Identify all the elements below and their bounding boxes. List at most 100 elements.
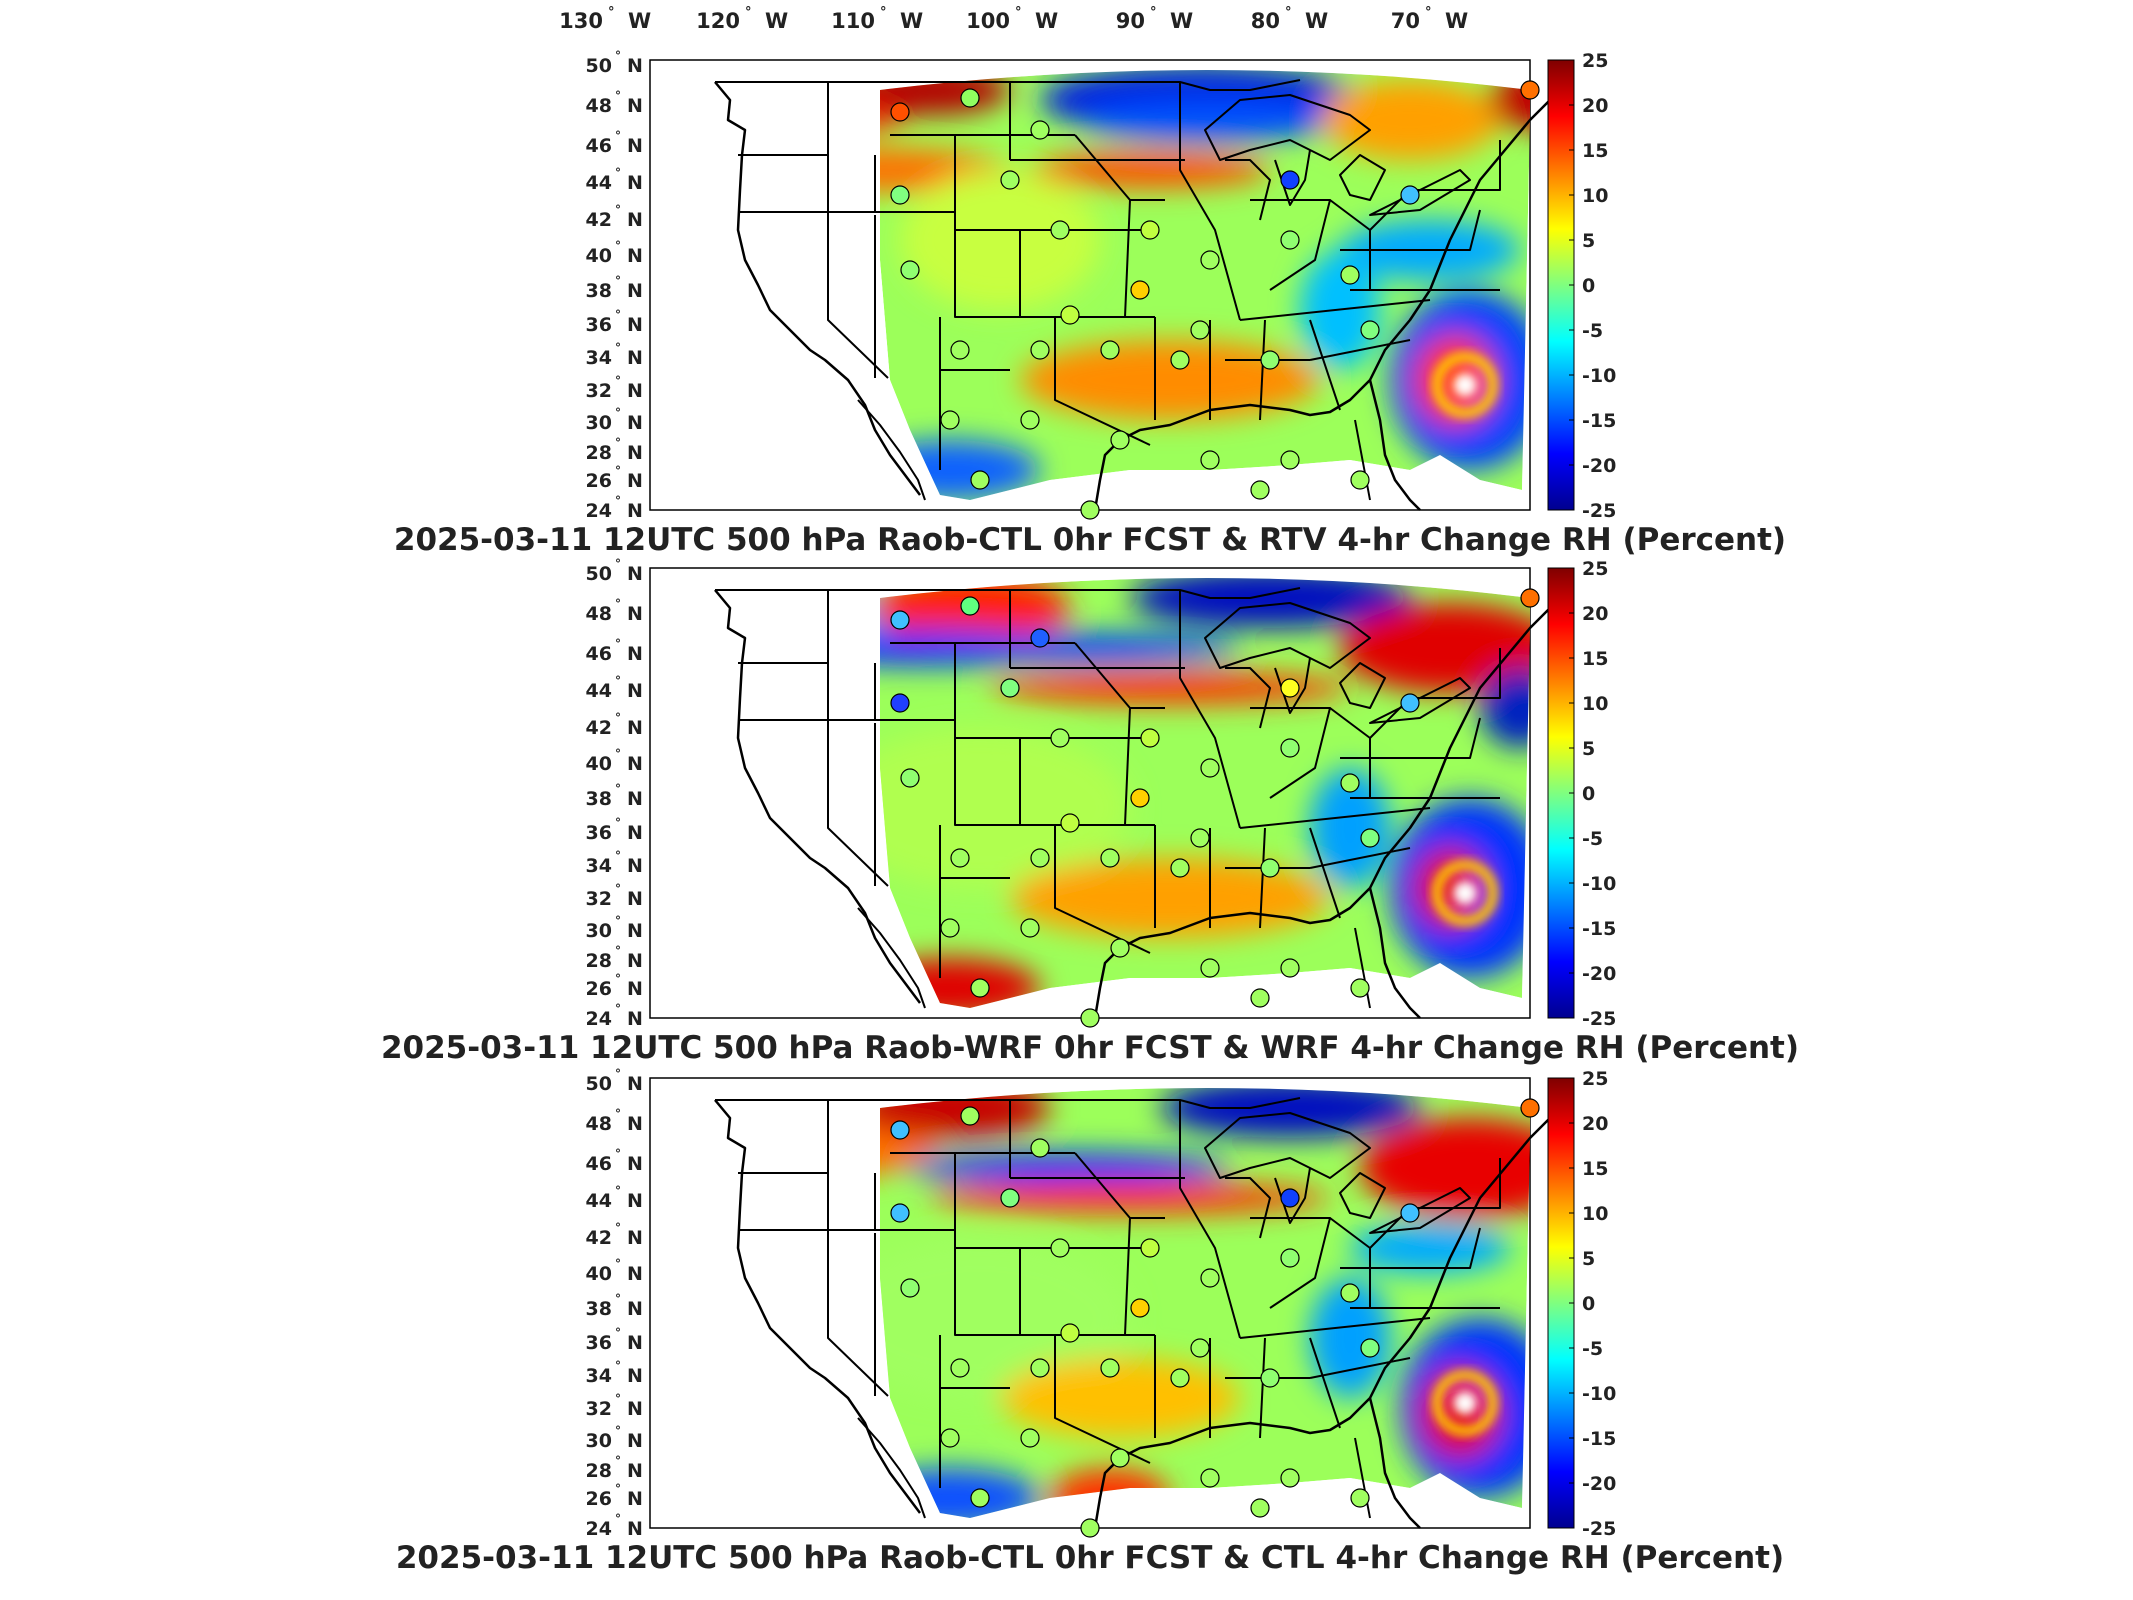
- colorbar-tick-label: -15: [1582, 1428, 1616, 1450]
- svg-text:N: N: [627, 442, 643, 464]
- raob-station-marker: [1080, 500, 1100, 520]
- state-line: [1239, 299, 1431, 321]
- state-line: [1054, 1335, 1151, 1464]
- svg-text:°: °: [615, 308, 621, 322]
- svg-text:°: °: [615, 1257, 621, 1271]
- svg-text:110: 110: [831, 9, 875, 33]
- latitude-label: 42 ° N: [586, 1221, 643, 1249]
- florida-coastline: [1368, 379, 1421, 511]
- raob-stations: [890, 1098, 1540, 1538]
- raob-station-marker: [1170, 1368, 1190, 1388]
- svg-text:80: 80: [1251, 9, 1280, 33]
- svg-text:26: 26: [586, 978, 612, 1000]
- svg-text:°: °: [615, 1002, 621, 1016]
- raob-station-marker: [1050, 1238, 1070, 1258]
- svg-text:24: 24: [586, 1008, 612, 1030]
- raob-station-marker: [890, 102, 910, 122]
- raob-station-marker: [950, 848, 970, 868]
- east-gulf-coastline: [1093, 607, 1551, 1019]
- map-content: [714, 1088, 1551, 1538]
- svg-text:40: 40: [586, 753, 612, 775]
- svg-text:N: N: [627, 1398, 643, 1420]
- svg-text:°: °: [615, 1454, 621, 1468]
- raob-station-marker: [1190, 1338, 1210, 1358]
- latitude-label: 36 ° N: [586, 1326, 643, 1354]
- rh-anomaly-region: [880, 148, 1010, 192]
- map-panel: 50 ° N48 ° N46 ° N44 ° N42 ° N40 ° N38 ° N36 ° N34 ° N32 ° N…: [381, 557, 1799, 1066]
- latitude-label: 50 ° N: [586, 1067, 643, 1095]
- florida-coastline: [1368, 887, 1421, 1019]
- svg-text:32: 32: [586, 888, 612, 910]
- svg-text:W: W: [765, 9, 788, 33]
- svg-text:N: N: [627, 1332, 643, 1354]
- svg-text:N: N: [627, 500, 643, 522]
- colorbar-tick-label: 15: [1582, 1158, 1608, 1180]
- latitude-label: 48 ° N: [586, 597, 643, 625]
- svg-text:°: °: [1425, 5, 1432, 20]
- svg-text:°: °: [615, 406, 621, 420]
- colorbar-tick-label: 20: [1582, 603, 1608, 625]
- svg-text:50: 50: [586, 1073, 612, 1095]
- raob-station-marker: [1080, 1518, 1100, 1538]
- svg-text:38: 38: [586, 1298, 612, 1320]
- colorbar-tick-label: 5: [1582, 1248, 1595, 1270]
- svg-text:N: N: [627, 1008, 643, 1030]
- colorbar-tick-label: 0: [1582, 1293, 1595, 1315]
- state-line: [1309, 319, 1341, 411]
- latitude-label: 50 ° N: [586, 557, 643, 585]
- raob-station-marker: [1520, 80, 1540, 100]
- florida-coastline: [1368, 1397, 1421, 1529]
- svg-text:40: 40: [586, 1263, 612, 1285]
- svg-text:°: °: [615, 1326, 621, 1340]
- svg-text:50: 50: [586, 563, 612, 585]
- raob-station-marker: [900, 1278, 920, 1298]
- state-line: [1250, 707, 1331, 799]
- raob-station-marker: [1170, 350, 1190, 370]
- latitude-label: 34 ° N: [586, 1359, 643, 1387]
- latitude-label: 30 ° N: [586, 1424, 643, 1452]
- svg-text:°: °: [1015, 5, 1022, 20]
- raob-station-marker: [960, 88, 980, 108]
- raob-station-marker: [1520, 1098, 1540, 1118]
- svg-text:°: °: [615, 1292, 621, 1306]
- raob-station-marker: [1350, 470, 1370, 490]
- svg-text:N: N: [627, 1488, 643, 1510]
- svg-text:°: °: [615, 747, 621, 761]
- raob-station-marker: [970, 978, 990, 998]
- map-panel: 50 ° N48 ° N46 ° N44 ° N42 ° N40 ° N38 ° N36 ° N34 ° N32 ° N…: [394, 49, 1786, 558]
- baja-coastline: [857, 1417, 926, 1519]
- svg-text:W: W: [1305, 9, 1328, 33]
- svg-text:24: 24: [586, 500, 612, 522]
- raob-station-marker: [890, 1203, 910, 1223]
- svg-text:°: °: [615, 674, 621, 688]
- rh-anomaly-region: [910, 1152, 1230, 1184]
- raob-station-marker: [1060, 1323, 1080, 1343]
- svg-text:°: °: [615, 374, 621, 388]
- colorbar-tick-label: 25: [1582, 50, 1608, 72]
- colorbar-tick-label: 15: [1582, 648, 1608, 670]
- svg-text:N: N: [627, 1430, 643, 1452]
- raob-station-marker: [1130, 1298, 1150, 1318]
- svg-text:36: 36: [586, 822, 612, 844]
- svg-text:°: °: [615, 436, 621, 450]
- svg-text:30: 30: [586, 1430, 612, 1452]
- raob-station-marker: [1260, 350, 1280, 370]
- svg-text:N: N: [627, 172, 643, 194]
- svg-text:50: 50: [586, 55, 612, 77]
- svg-text:44: 44: [586, 1190, 612, 1212]
- svg-text:38: 38: [586, 788, 612, 810]
- raob-station-marker: [960, 596, 980, 616]
- latitude-labels: 50 ° N48 ° N46 ° N44 ° N42 ° N40 ° N38 ° N36 ° N34 ° N32 ° N…: [586, 557, 643, 1030]
- colorbar: 25 20 15 10 5 0 -5 -10 -15 -20 -25: [1547, 50, 1616, 522]
- svg-text:°: °: [615, 274, 621, 288]
- svg-text:44: 44: [586, 172, 612, 194]
- raob-station-marker: [1280, 1248, 1300, 1268]
- raob-station-marker: [950, 340, 970, 360]
- state-line: [1309, 847, 1411, 869]
- longitude-label: 80 ° W: [1251, 5, 1328, 33]
- svg-text:°: °: [615, 849, 621, 863]
- state-line: [1239, 807, 1431, 829]
- svg-text:°: °: [608, 5, 615, 20]
- svg-text:N: N: [627, 603, 643, 625]
- longitude-label: 120 ° W: [696, 5, 788, 33]
